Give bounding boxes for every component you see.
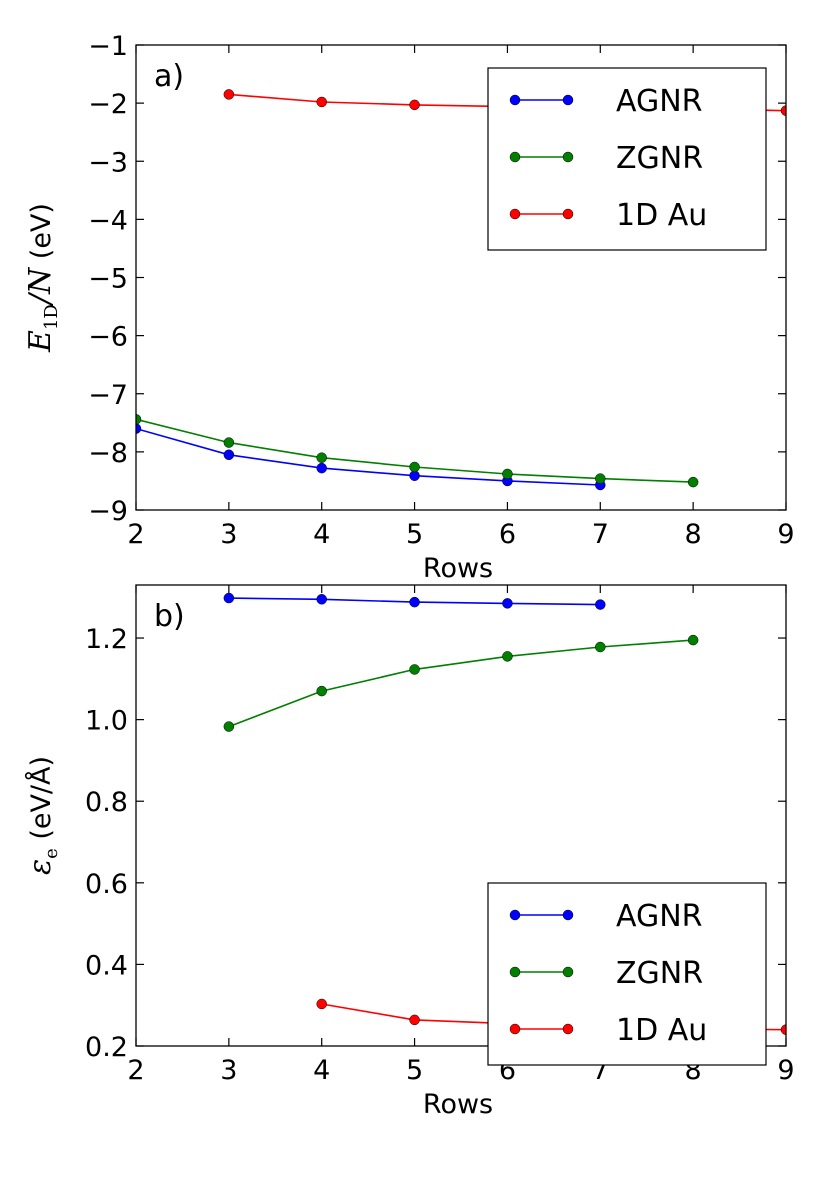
data-point-1d-au (316, 998, 327, 1010)
data-point-agnr (316, 462, 327, 474)
legend-marker-zgnr (509, 966, 521, 978)
y-label-symbol: E (23, 330, 58, 353)
data-point-zgnr (409, 664, 420, 675)
legend-label-zgnr: ZGNR (616, 141, 703, 176)
legend-label-1d-au: 1D Au (616, 198, 707, 233)
x-tick-label: 7 (592, 519, 609, 550)
data-point-zgnr (316, 452, 327, 463)
x-tick-label: 4 (313, 1055, 330, 1086)
x-tick-label: 8 (685, 519, 702, 550)
series-line-zgnr (228, 639, 694, 728)
x-tick-label: 4 (313, 519, 330, 550)
x-tick-label: 3 (220, 519, 237, 550)
y-tick-label: −1 (88, 31, 128, 62)
panel-label: b) (154, 599, 185, 634)
data-point-1d-au (409, 99, 420, 111)
data-point-agnr (223, 449, 235, 461)
data-point-zgnr (136, 414, 142, 425)
legend-marker-agnr (509, 909, 521, 921)
x-tick-label: 5 (406, 519, 423, 550)
y-label-rest: /N (23, 266, 58, 307)
x-tick-label: 2 (127, 519, 144, 550)
y-tick-label: −7 (88, 380, 128, 411)
legend-label-zgnr: ZGNR (616, 956, 703, 991)
y-tick-label: 1.0 (85, 706, 128, 737)
data-point-zgnr (502, 651, 513, 662)
x-axis-label: Rows (423, 553, 493, 584)
y-tick-label: −8 (88, 438, 128, 469)
data-point-agnr (409, 596, 420, 608)
x-tick-label: 5 (406, 1055, 423, 1086)
data-point-zgnr (502, 468, 513, 480)
y-tick-label: −5 (88, 264, 128, 295)
x-tick-label: 3 (220, 1055, 237, 1086)
legend-marker-zgnr (562, 151, 574, 163)
x-axis-label: Rows (423, 1089, 493, 1120)
panel-label: a) (154, 59, 184, 94)
data-point-1d-au (780, 105, 786, 116)
legend-box (487, 67, 767, 251)
legend-marker-1d-au (509, 208, 521, 220)
y-tick-label: 0.4 (85, 950, 128, 981)
legend-marker-1d-au (509, 1023, 521, 1035)
legend-marker-1d-au (562, 1023, 574, 1035)
y-label-subscript: e (41, 848, 62, 859)
y-tick-label: −2 (88, 89, 128, 120)
y-label-subscript: 1D (41, 304, 62, 330)
data-point-agnr (223, 592, 235, 604)
legend-box (487, 882, 767, 1066)
legend-marker-zgnr (509, 151, 521, 163)
y-tick-label: 0.8 (85, 787, 128, 818)
data-point-agnr (316, 594, 327, 605)
legend-marker-agnr (562, 909, 574, 921)
y-tick-label: −6 (88, 322, 128, 353)
legend: AGNR ZGNR 1D Au (487, 67, 767, 251)
data-point-zgnr (595, 473, 606, 484)
data-point-zgnr (687, 634, 699, 646)
data-point-zgnr (223, 437, 235, 448)
axes-frame (135, 584, 787, 1047)
x-tick-label: 9 (777, 1055, 794, 1086)
y-label-symbol: ε (23, 859, 58, 875)
data-point-zgnr (316, 685, 327, 697)
data-point-agnr (502, 598, 513, 609)
legend-label-agnr: AGNR (616, 84, 703, 119)
y-label-unit: (eV/Å) (25, 756, 57, 848)
y-label-unit: (eV) (26, 203, 57, 268)
chart-panel-a: 2 3 4 5 6 7 8 9 −9 −8 −7 −6 −5 −4 −3 −2 −1 Rows E1D/N (eV)… (23, 31, 795, 584)
data-point-agnr (136, 423, 142, 434)
data-point-1d-au (409, 1014, 420, 1026)
y-axis-label: εe (eV/Å) (23, 756, 62, 875)
data-point-1d-au (780, 1024, 786, 1035)
legend-marker-zgnr (562, 966, 574, 978)
data-point-1d-au (223, 89, 235, 100)
y-tick-label: −3 (88, 147, 128, 178)
y-axis-label: E1D/N (eV) (23, 203, 62, 353)
data-point-agnr (595, 599, 606, 610)
x-tick-label: 9 (777, 519, 794, 550)
series-line-agnr (136, 427, 601, 486)
legend-marker-1d-au (562, 208, 574, 220)
legend-marker-agnr (509, 94, 521, 106)
y-tick-label: 0.6 (85, 869, 128, 900)
legend-label-agnr: AGNR (616, 899, 703, 934)
y-tick-label: 0.2 (85, 1032, 128, 1063)
data-point-zgnr (223, 721, 235, 732)
data-point-zgnr (409, 461, 420, 473)
data-point-zgnr (595, 641, 606, 653)
y-tick-label: 1.2 (85, 624, 128, 655)
data-point-1d-au (316, 96, 327, 108)
legend-label-1d-au: 1D Au (616, 1013, 707, 1048)
data-point-zgnr (687, 476, 699, 488)
y-tick-label: −4 (88, 205, 128, 236)
legend-marker-agnr (562, 94, 574, 106)
legend: AGNR ZGNR 1D Au (487, 882, 767, 1066)
x-tick-label: 2 (127, 1055, 144, 1086)
x-tick-label: 6 (499, 519, 516, 550)
y-tick-label: −9 (88, 496, 128, 527)
